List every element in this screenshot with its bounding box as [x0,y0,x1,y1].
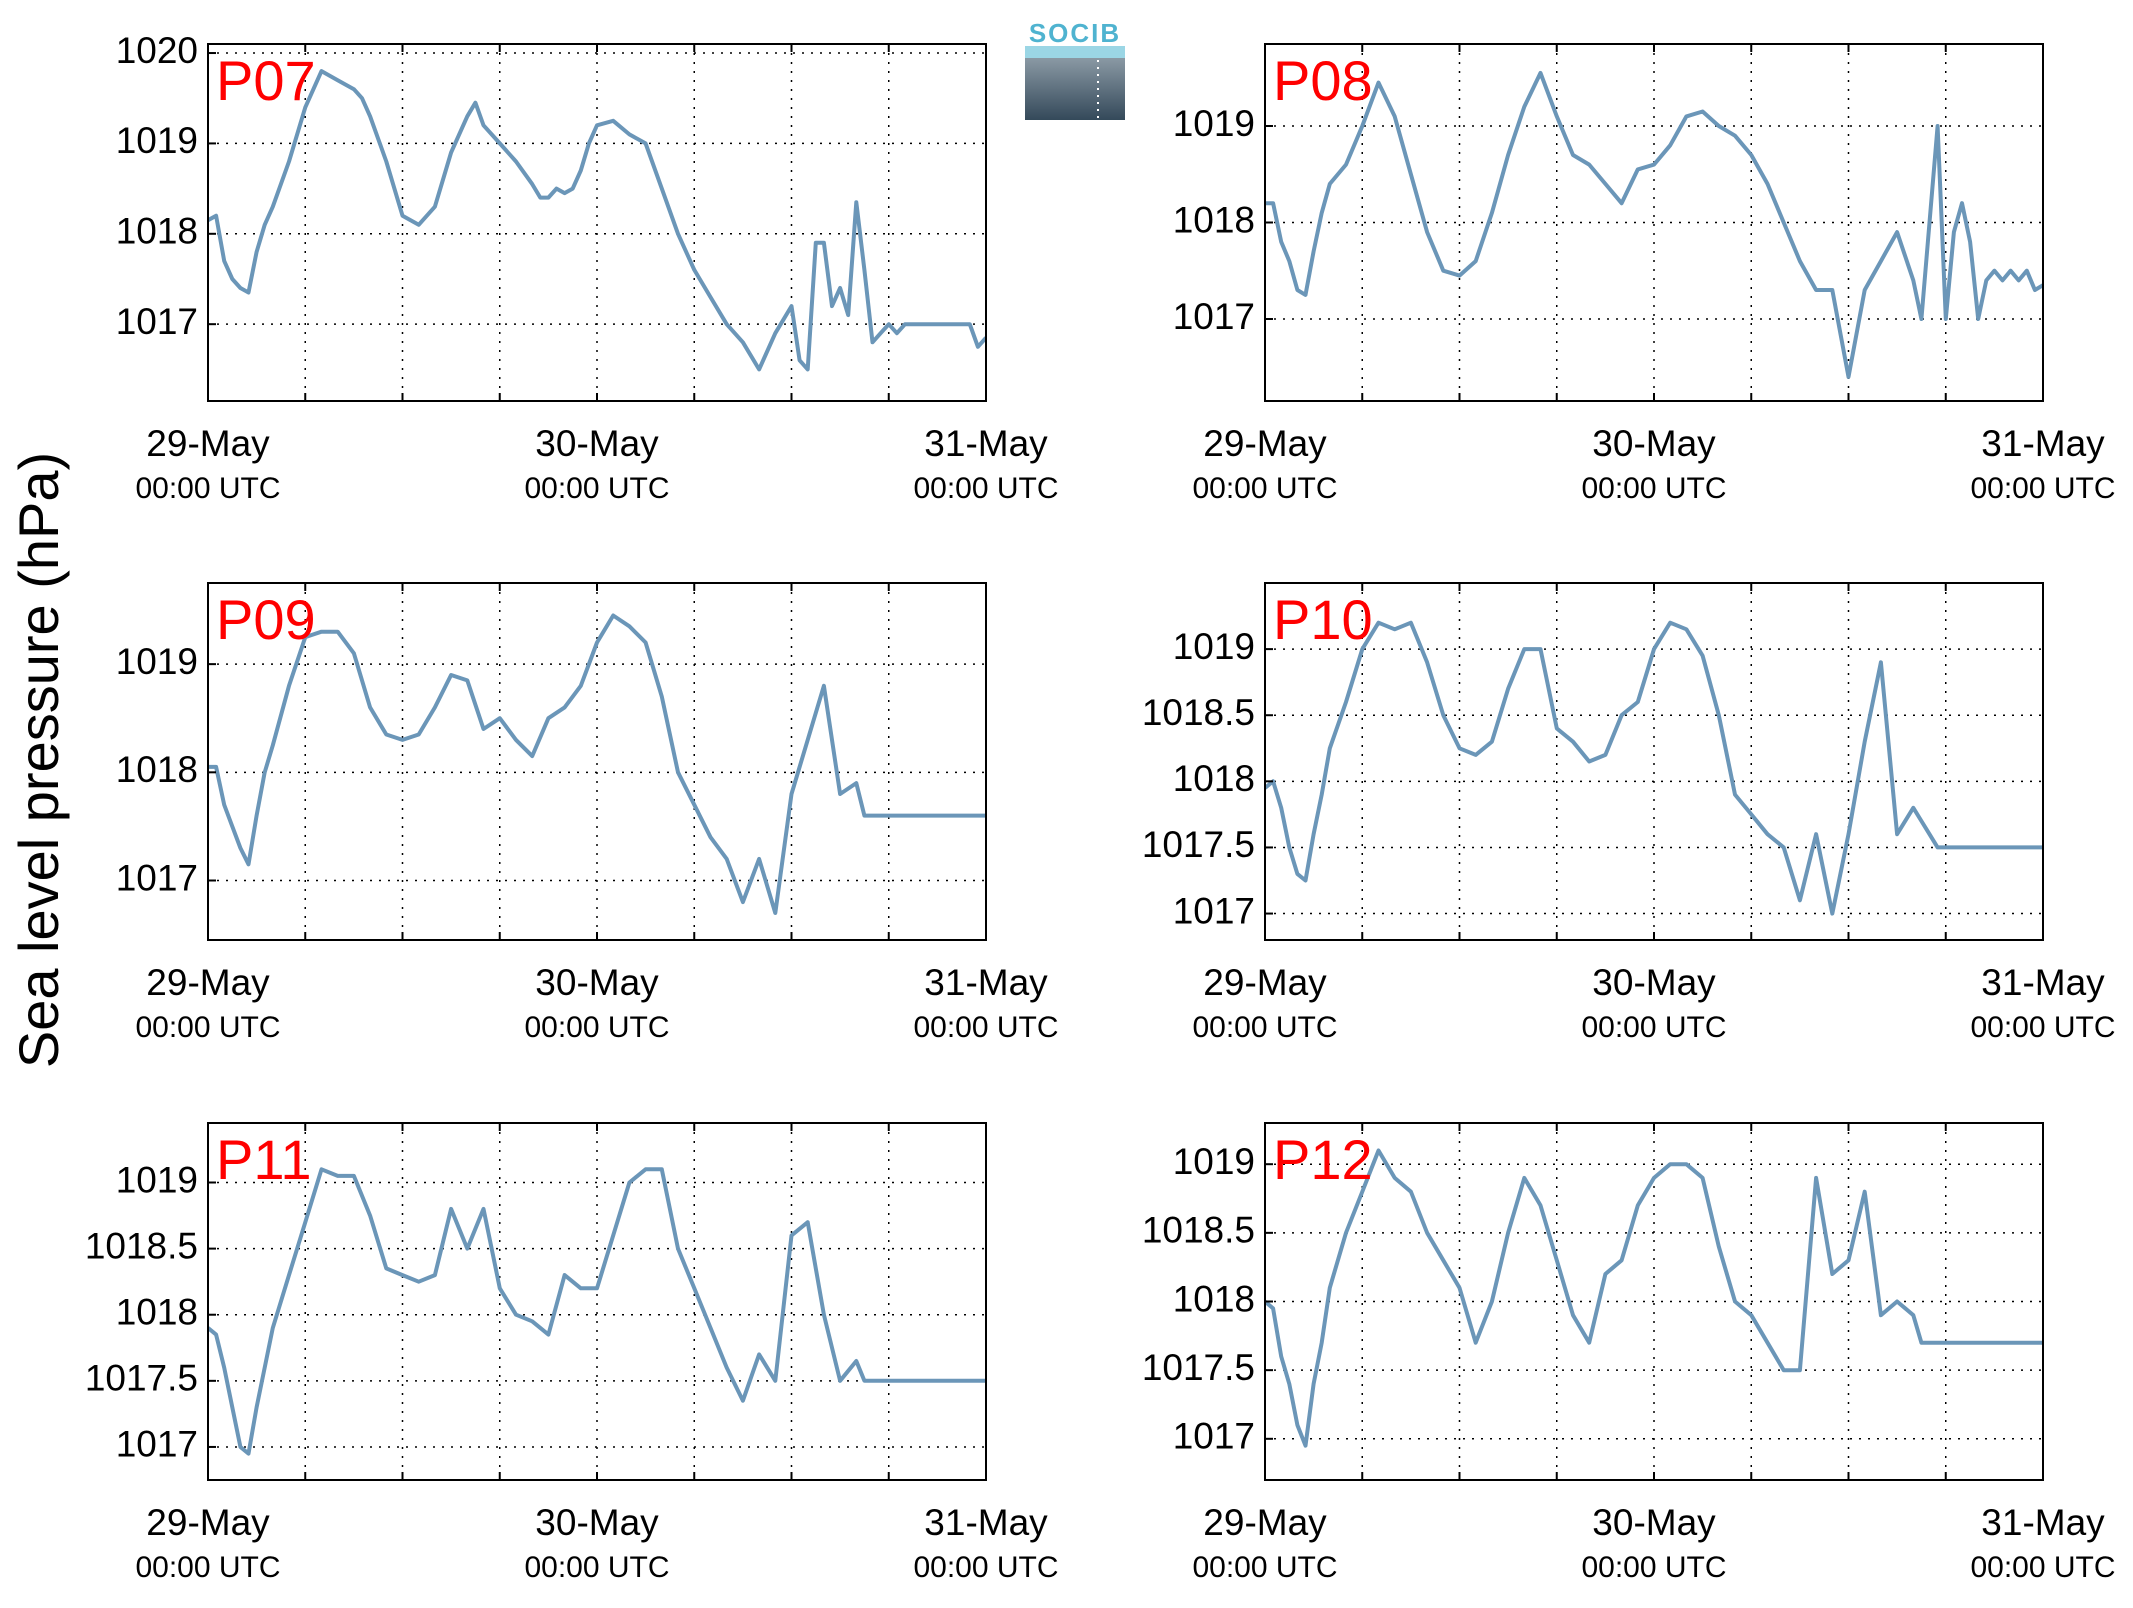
x-tick-label-date: 30-May [535,962,659,1003]
x-tick-label-time: 00:00 UTC [1192,1011,1337,1044]
panel-p08: 1017 1018 1019 29-May 00:00 UTC 30-May 00:00 U… [1173,43,2116,505]
panel-p09: 1017 1018 1019 29-May 00:00 UTC 30-May 00:00 U… [116,582,1059,1044]
y-tick-label: 1017 [116,1424,198,1465]
x-tick-label-date: 31-May [1981,962,2105,1003]
panel-title: P12 [1273,1128,1373,1191]
x-tick-label-date: 29-May [1203,962,1327,1003]
x-tick-label-time: 00:00 UTC [1970,1011,2115,1044]
series-line-p07 [208,69,986,372]
y-axis-label: Sea level pressure (hPa) [7,452,70,1068]
axes-box [207,1122,987,1481]
y-tick-label: 1017 [116,857,198,898]
x-tick-label-date: 31-May [1981,423,2105,464]
x-tick-label-time: 00:00 UTC [524,472,669,505]
x-tick-label-time: 00:00 UTC [1581,472,1726,505]
x-tick-label-date: 29-May [1203,1502,1327,1543]
logo-text: SOCIB [1029,18,1121,48]
y-tick-label: 1017.5 [85,1358,198,1399]
y-tick-label: 1017.5 [1142,1347,1255,1388]
y-tick-label: 1017 [116,301,198,342]
panels-group: 1017 1018 1019 1020 29-May 00:00 UTC 30-May 00:… [85,30,2116,1584]
x-tick-label-time: 00:00 UTC [913,1011,1058,1044]
y-tick-label: 1018.5 [1142,692,1255,733]
series-line-p11 [208,1167,986,1456]
x-tick-label-time: 00:00 UTC [1970,1551,2115,1584]
panel-title: P10 [1273,588,1373,651]
y-tick-label: 1018 [116,211,198,252]
x-tick-label-time: 00:00 UTC [135,1011,280,1044]
y-tick-label: 1019 [1173,1141,1255,1182]
panel-title: P08 [1273,49,1373,112]
x-tick-label-time: 00:00 UTC [524,1551,669,1584]
x-tick-label-date: 31-May [924,423,1048,464]
series-line-p09 [208,613,986,915]
x-tick-label-date: 30-May [535,423,659,464]
axes-box [207,582,987,941]
x-tick-label-date: 30-May [1592,423,1716,464]
y-tick-label: 1019 [1173,626,1255,667]
y-tick-label: 1018 [1173,758,1255,799]
y-tick-label: 1018 [1173,199,1255,240]
axes-box [1264,582,2044,941]
y-tick-label: 1018 [1173,1278,1255,1319]
y-tick-label: 1017 [1173,1416,1255,1457]
x-tick-label-time: 00:00 UTC [1192,1551,1337,1584]
logo-body [1025,58,1125,120]
x-tick-label-date: 30-May [1592,962,1716,1003]
panel-p10: 1017 1017.5 1018 1018.5 1019 29-May 00:00 UTC 3… [1142,582,2116,1044]
y-tick-label: 1019 [1173,103,1255,144]
x-tick-label-time: 00:00 UTC [1581,1551,1726,1584]
x-tick-label-date: 29-May [146,962,270,1003]
x-tick-label-date: 31-May [924,962,1048,1003]
x-tick-label-time: 00:00 UTC [913,472,1058,505]
x-tick-label-time: 00:00 UTC [135,472,280,505]
y-tick-label: 1017 [1173,890,1255,931]
panel-p07: 1017 1018 1019 1020 29-May 00:00 UTC 30-May 00:… [116,30,1059,505]
x-tick-label-date: 29-May [1203,423,1327,464]
series-line-p12 [1265,1148,2043,1448]
x-tick-label-date: 30-May [535,1502,659,1543]
x-tick-label-time: 00:00 UTC [913,1551,1058,1584]
y-tick-label: 1017.5 [1142,824,1255,865]
x-tick-label-time: 00:00 UTC [524,1011,669,1044]
x-tick-label-date: 31-May [924,1502,1048,1543]
y-tick-label: 1019 [116,120,198,161]
logo-top-band [1025,46,1125,58]
panel-title: P09 [216,588,316,651]
x-tick-label-date: 31-May [1981,1502,2105,1543]
x-tick-label-date: 29-May [146,1502,270,1543]
x-tick-label-time: 00:00 UTC [135,1551,280,1584]
x-tick-label-date: 29-May [146,423,270,464]
y-tick-label: 1020 [116,30,198,71]
x-tick-label-time: 00:00 UTC [1581,1011,1726,1044]
y-tick-label: 1018 [116,1292,198,1333]
x-tick-label-time: 00:00 UTC [1192,472,1337,505]
socib-logo: SOCIB [1025,18,1125,120]
y-tick-label: 1019 [116,641,198,682]
series-line-p08 [1265,70,2043,379]
axes-box [207,43,987,402]
panel-title: P07 [216,49,316,112]
y-tick-label: 1018 [116,749,198,790]
panel-title: P11 [216,1128,311,1191]
y-tick-label: 1018.5 [1142,1210,1255,1251]
x-tick-label-date: 30-May [1592,1502,1716,1543]
y-tick-label: 1018.5 [85,1225,198,1266]
series-line-p10 [1265,620,2043,916]
x-tick-label-time: 00:00 UTC [1970,472,2115,505]
panel-p12: 1017 1017.5 1018 1018.5 1019 29-May 00:00 UTC 3… [1142,1122,2116,1584]
y-tick-label: 1019 [116,1159,198,1200]
panel-p11: 1017 1017.5 1018 1018.5 1019 29-May 00:00 UTC 3… [85,1122,1059,1584]
y-tick-label: 1017 [1173,296,1255,337]
